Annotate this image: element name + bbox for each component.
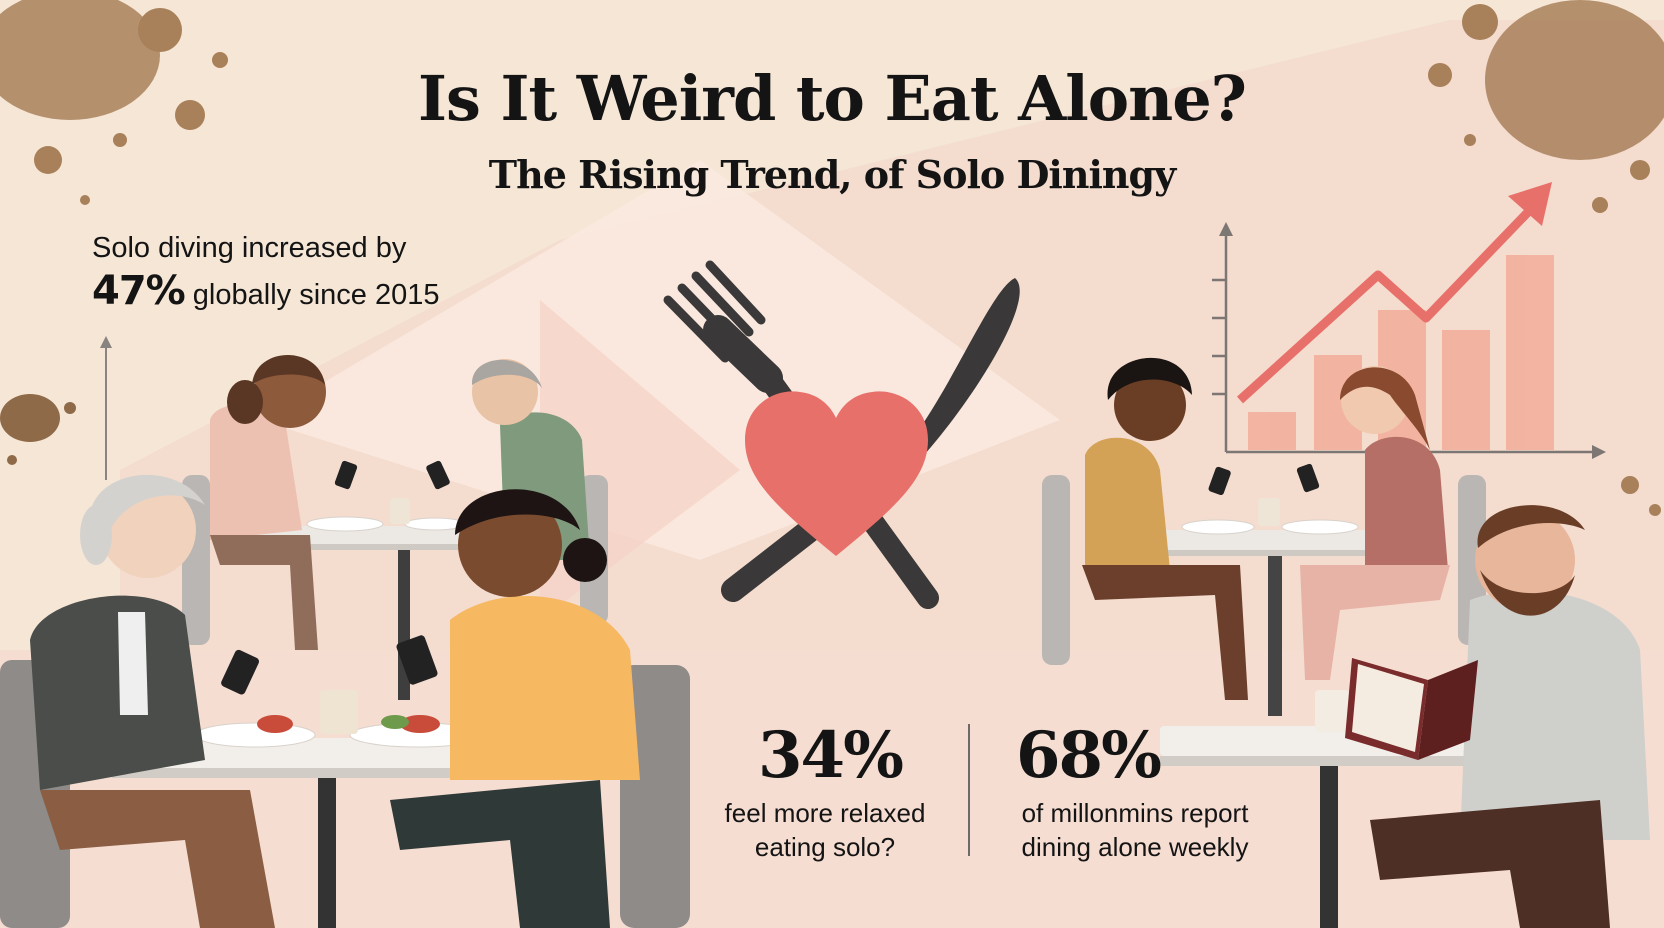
stat-weekly-label-line1: of millonmins report — [1021, 798, 1249, 828]
phone-icon — [396, 635, 438, 685]
stat-weekly-label: of millonmins report dining alone weekly — [990, 796, 1280, 864]
phone-icon — [334, 460, 358, 490]
phone-icon — [426, 460, 450, 490]
table-back-right — [1138, 498, 1408, 716]
phone-icon — [1208, 466, 1231, 496]
stat-relaxed-value: 34% — [758, 718, 904, 793]
headline-fact-rest: globally since 2015 — [184, 279, 440, 311]
diner-front-center — [390, 489, 690, 928]
stat-weekly-value: 68% — [1016, 718, 1162, 793]
phone-icon — [1296, 463, 1320, 493]
stat-relaxed-label-line1: feel more relaxed — [724, 798, 926, 828]
headline-fact-line2: 47% globally since 2015 — [92, 268, 439, 314]
diner-front-right — [1345, 505, 1650, 928]
headline-fact-line1: Solo diving increased by — [92, 232, 407, 264]
stat-relaxed-label: feel more relaxed eating solo? — [700, 796, 950, 864]
phone-icon — [221, 649, 259, 695]
heart-icon — [745, 391, 928, 556]
left-axis — [100, 336, 112, 480]
trend-arrow-icon — [1508, 182, 1552, 226]
coffee-stain-top-left — [0, 0, 228, 205]
headline-fact-percent: 47% — [92, 268, 186, 314]
stat-relaxed-label-line2: eating solo? — [754, 832, 896, 862]
coffee-stain-top-right — [1428, 0, 1664, 213]
page-subtitle: The Rising Trend, of Solo Diningy — [488, 152, 1176, 197]
coffee-stain-right — [1621, 476, 1661, 516]
cutlery-emblem — [663, 260, 1020, 609]
diner-back-right-man — [1042, 357, 1248, 700]
stat-weekly-label-line2: dining alone weekly — [1021, 832, 1249, 862]
table-front-left — [112, 690, 558, 928]
coffee-stain-left — [0, 394, 76, 465]
page-title: Is It Weird to Eat Alone? — [418, 62, 1247, 135]
diner-front-left — [0, 474, 275, 928]
stats-divider — [968, 724, 970, 856]
trend-line — [1236, 206, 1534, 404]
book-icon — [1345, 658, 1478, 760]
